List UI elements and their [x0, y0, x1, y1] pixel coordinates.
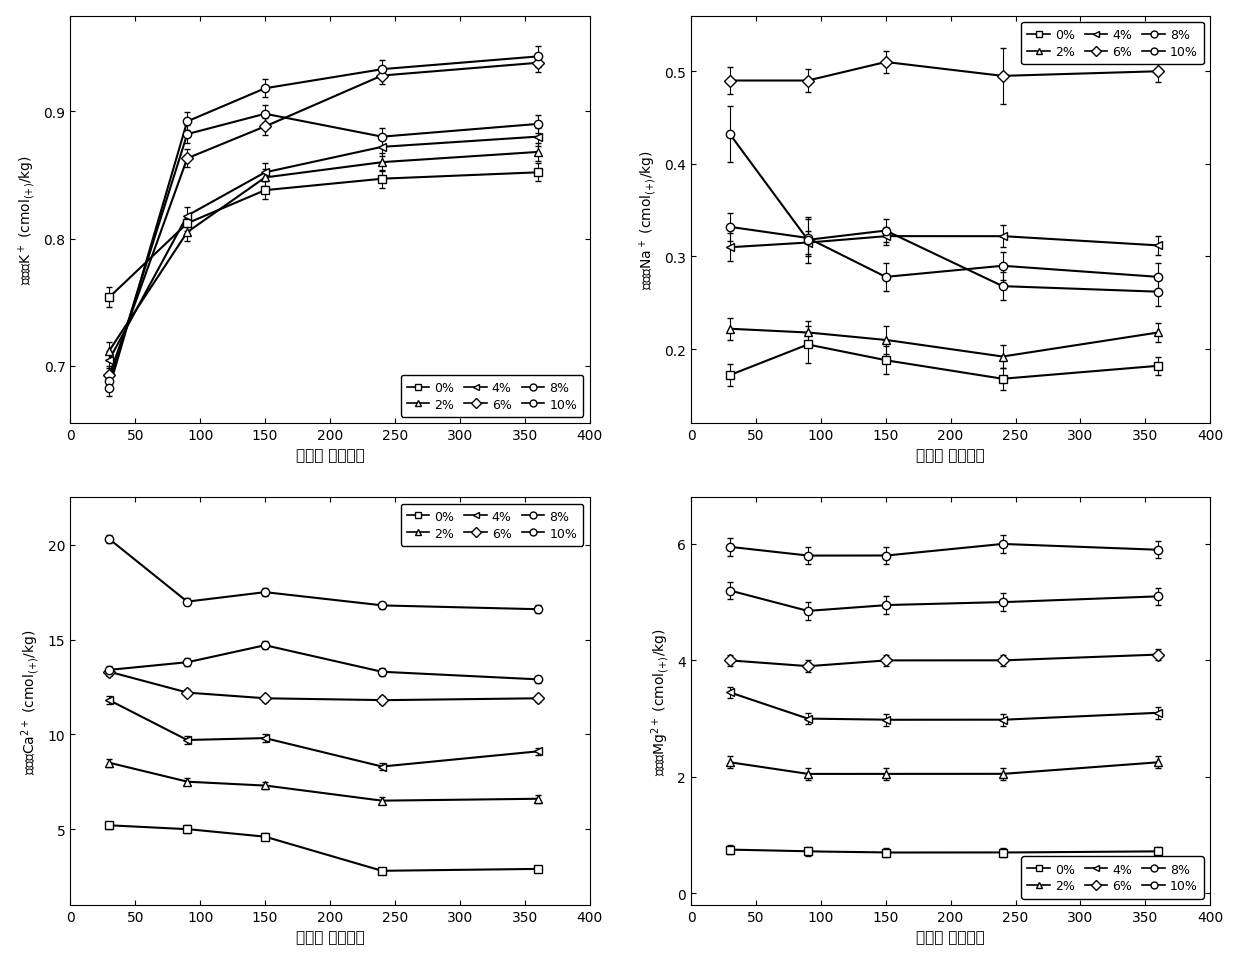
Y-axis label: 交换性Mg$^{2+}$ (cmol$_{(+)}$/kg): 交换性Mg$^{2+}$ (cmol$_{(+)}$/kg): [649, 628, 672, 776]
Legend: 0%, 2%, 4%, 6%, 8%, 10%: 0%, 2%, 4%, 6%, 8%, 10%: [1022, 856, 1204, 899]
X-axis label: 培养时 间（天）: 培养时 间（天）: [295, 929, 365, 945]
Y-axis label: 交换性Na$^+$ (cmol$_{(+)}$/kg): 交换性Na$^+$ (cmol$_{(+)}$/kg): [637, 151, 658, 290]
Y-axis label: 交换性Ca$^{2+}$ (cmol$_{(+)}$/kg): 交换性Ca$^{2+}$ (cmol$_{(+)}$/kg): [20, 628, 42, 774]
X-axis label: 培养时 间（天）: 培养时 间（天）: [295, 448, 365, 463]
X-axis label: 培养时 间（天）: 培养时 间（天）: [916, 448, 985, 463]
Legend: 0%, 2%, 4%, 6%, 8%, 10%: 0%, 2%, 4%, 6%, 8%, 10%: [401, 376, 583, 417]
Y-axis label: 交换性K$^+$ (cmol$_{(+)}$/kg): 交换性K$^+$ (cmol$_{(+)}$/kg): [16, 156, 38, 285]
Legend: 0%, 2%, 4%, 6%, 8%, 10%: 0%, 2%, 4%, 6%, 8%, 10%: [1022, 23, 1204, 65]
Legend: 0%, 2%, 4%, 6%, 8%, 10%: 0%, 2%, 4%, 6%, 8%, 10%: [401, 505, 583, 546]
X-axis label: 培养时 间（天）: 培养时 间（天）: [916, 929, 985, 945]
